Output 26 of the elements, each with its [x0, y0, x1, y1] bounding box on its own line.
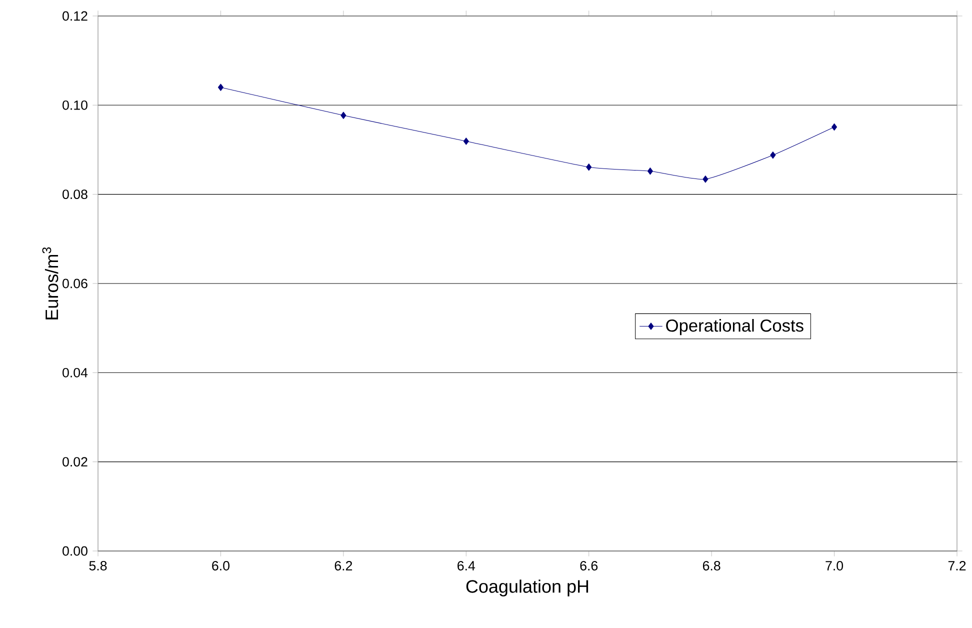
x-tick-label: 6.2 [334, 561, 352, 570]
point [832, 123, 838, 131]
x-tick-label: 6.4 [458, 561, 476, 570]
legend-label: Operational Costs [666, 319, 804, 336]
point [463, 138, 469, 145]
y-tick-label: 0.12 [62, 11, 88, 21]
point [647, 168, 653, 175]
x-tick-label: 6.0 [212, 561, 230, 570]
point [218, 84, 224, 91]
x-tick-label: 7.2 [948, 561, 966, 570]
x-tick-label: 7.0 [826, 561, 844, 570]
y-tick-label: 0.10 [62, 100, 88, 110]
y-tick-label: 0.02 [62, 457, 88, 467]
point [340, 112, 346, 120]
point [770, 151, 776, 159]
y-tick-label: 0.04 [62, 368, 88, 378]
x-tick-label: 6.8 [702, 561, 720, 570]
y-tick-label: 0.06 [62, 278, 88, 288]
y-axis-title: Euros/m$^{3}$ [42, 247, 58, 320]
y-tick-label: 0.00 [62, 546, 88, 556]
point [586, 164, 592, 171]
x-axis-title: Coagulation pH [466, 580, 588, 596]
x-tick-label: 5.8 [89, 561, 107, 570]
y-tick-label: 0.08 [62, 190, 88, 200]
point [702, 176, 708, 183]
x-tick-label: 6.6 [580, 561, 598, 570]
